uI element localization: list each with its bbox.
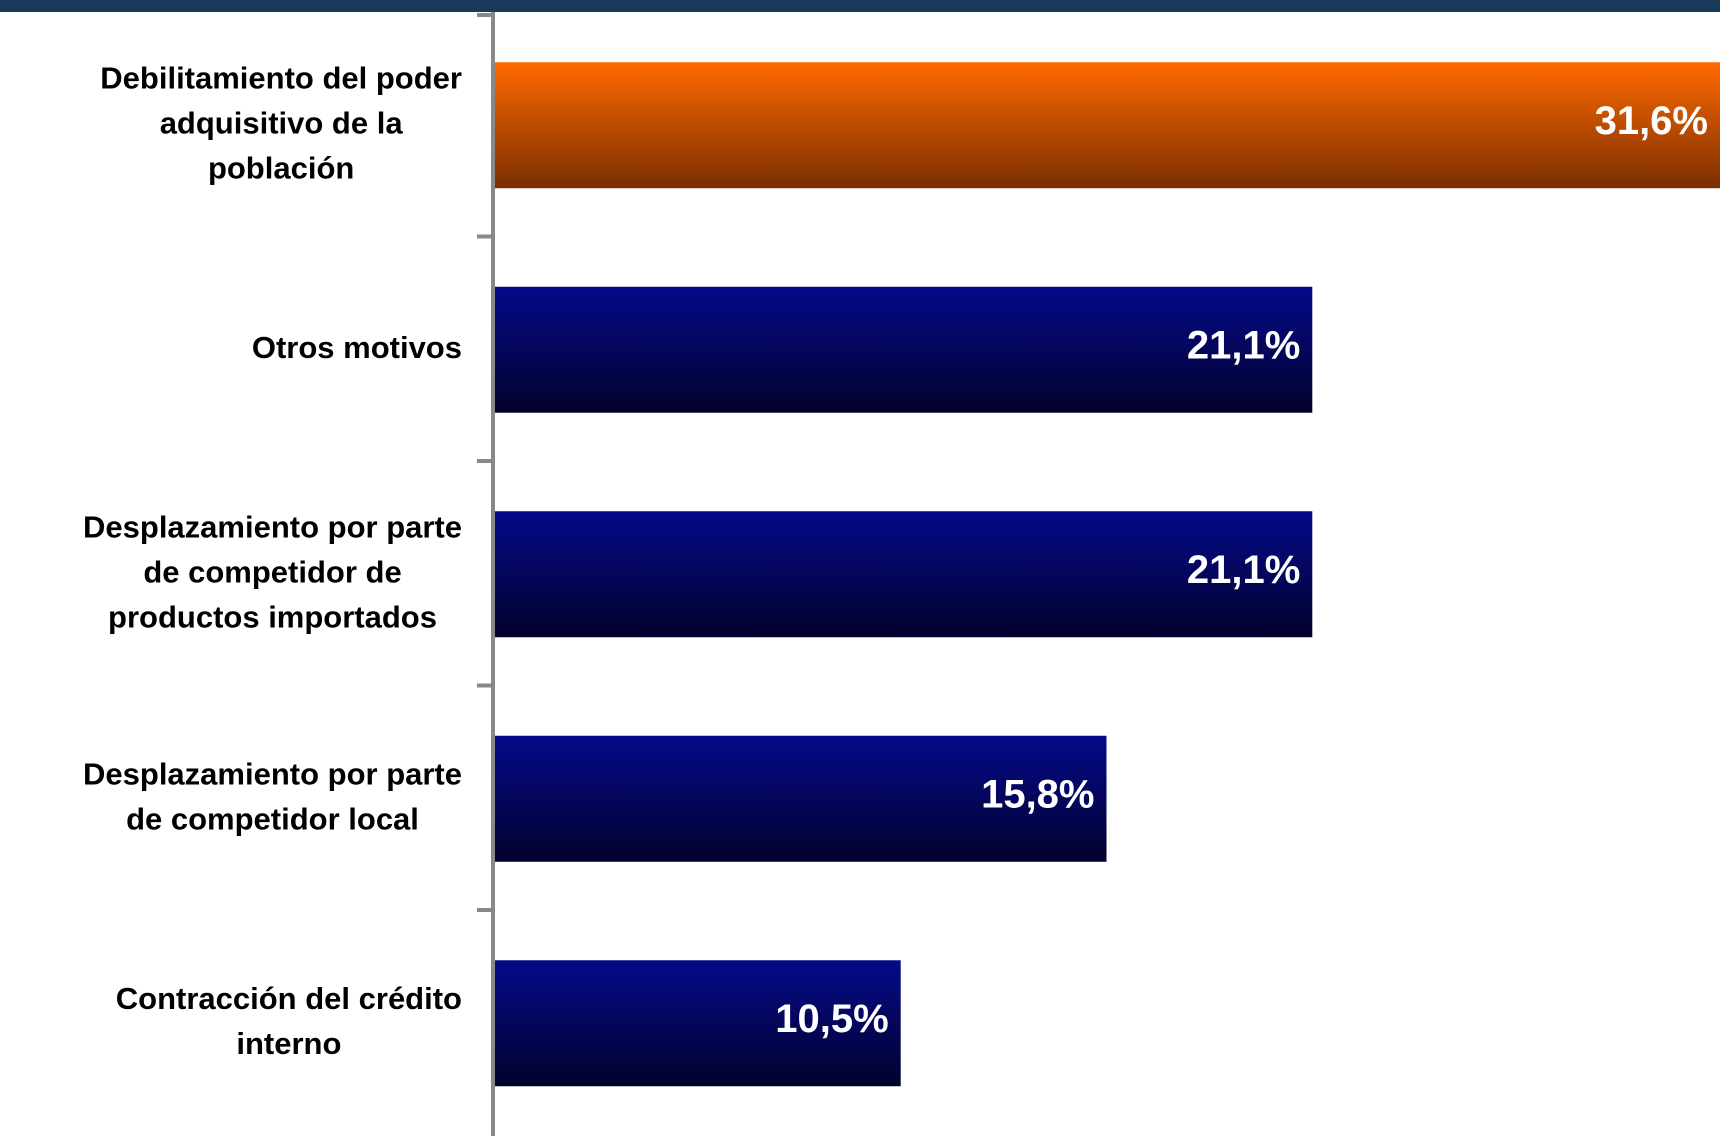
category-labels: Debilitamiento del poder adquisitivo de l… [83,60,462,1061]
value-label-4: 15,8% [981,772,1094,816]
value-label-3: 21,1% [1187,548,1300,592]
category-label-5: Contracción del crédito interno [116,981,462,1061]
bar-chart: 31,6% 21,1% 21,1% 15,8% 10,5% Debilitamiento… [83,12,1720,1136]
bar-1 [493,62,1720,189]
category-label-2: Otros motivos [252,330,462,365]
category-label-3: Desplazamiento por parte de competidor de… [83,509,462,634]
bar-3 [493,511,1313,638]
bar-4 [493,735,1107,862]
bar-5 [493,960,901,1087]
chart-frame: 31,6% 21,1% 21,1% 15,8% 10,5% Debilitamiento… [0,12,1720,1136]
category-label-4: Desplazamiento por parte de competidor lo… [83,756,462,836]
bar-2 [493,286,1313,413]
y-axis [477,12,495,1136]
bars-layer: 31,6% 21,1% 21,1% 15,8% 10,5% [493,62,1720,1087]
value-label-2: 21,1% [1187,323,1300,367]
value-label-1: 31,6% [1595,99,1708,143]
category-label-1: Debilitamiento del poder adquisitivo de l… [100,60,462,185]
value-label-5: 10,5% [775,997,888,1041]
